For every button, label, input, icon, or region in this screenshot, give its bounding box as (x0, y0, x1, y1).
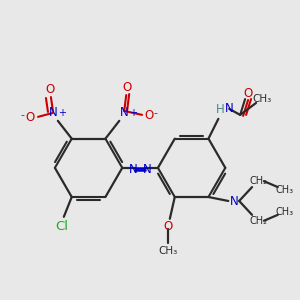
Text: -: - (20, 110, 24, 120)
Text: O: O (144, 110, 154, 122)
Text: +: + (129, 108, 137, 118)
Text: N: N (49, 106, 57, 119)
Text: +: + (58, 108, 66, 118)
Text: CH₃: CH₃ (276, 185, 294, 195)
Text: N: N (143, 163, 152, 176)
Text: CH₃: CH₃ (252, 94, 272, 104)
Text: O: O (26, 111, 35, 124)
Text: N: N (225, 102, 234, 116)
Text: O: O (123, 81, 132, 94)
Text: N: N (128, 163, 137, 176)
Text: O: O (244, 87, 253, 100)
Text: CH₂: CH₂ (250, 216, 268, 226)
Text: CH₂: CH₂ (250, 176, 268, 186)
Text: N: N (230, 196, 239, 208)
Text: N: N (120, 106, 129, 119)
Text: -: - (154, 108, 158, 118)
Text: CH₃: CH₃ (276, 207, 294, 217)
Text: O: O (163, 220, 172, 233)
Text: H: H (216, 103, 225, 116)
Text: CH₃: CH₃ (158, 247, 178, 256)
Text: Cl: Cl (55, 220, 68, 233)
Text: O: O (45, 82, 55, 96)
